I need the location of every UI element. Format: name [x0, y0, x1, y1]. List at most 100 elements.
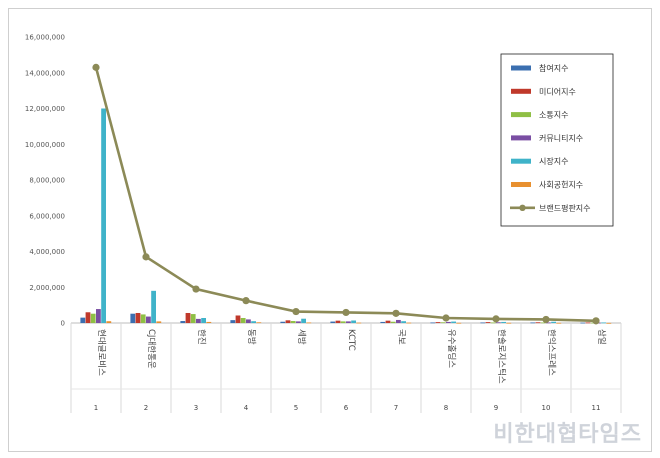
brand-index-point — [292, 307, 300, 316]
bar-1 — [580, 322, 586, 324]
brand-index-point — [242, 297, 250, 305]
bar-1 — [330, 321, 336, 323]
bar-2 — [285, 320, 291, 323]
rank-label: 3 — [194, 404, 198, 412]
rank-label: 7 — [394, 404, 398, 412]
bar-4 — [396, 319, 401, 323]
bar-5 — [301, 318, 306, 323]
legend-label: 사회공헌지수 — [539, 181, 583, 190]
bar-2 — [485, 322, 491, 323]
y-tick-label: 0 — [61, 320, 65, 328]
y-tick-label: 2,000,000 — [29, 284, 65, 292]
bar-6 — [306, 322, 312, 324]
rank-label: 1 — [94, 404, 98, 412]
bar-3 — [140, 314, 146, 323]
y-tick-label: 10,000,000 — [25, 141, 65, 149]
legend-label: 커뮤니티지수 — [539, 133, 583, 143]
brand-index-point — [442, 314, 450, 322]
category-label: CJ대한통운 — [146, 329, 156, 369]
category-label: 한솔로지스틱스 — [496, 329, 507, 384]
bar-3 — [290, 321, 296, 323]
bar-2 — [385, 320, 391, 323]
bar-2 — [585, 322, 591, 324]
bar-3 — [540, 322, 546, 324]
bar-3 — [490, 322, 496, 324]
bar-2 — [335, 320, 341, 323]
bar-1 — [380, 321, 386, 323]
rank-label: 10 — [542, 404, 551, 412]
bar-1 — [230, 320, 236, 323]
rank-label: 11 — [592, 404, 601, 412]
category-label: 삼일 — [596, 329, 607, 345]
bar-1 — [80, 317, 86, 323]
y-tick-label: 8,000,000 — [29, 177, 65, 185]
bar-6 — [356, 322, 362, 324]
bar-4 — [346, 321, 351, 323]
brand-index-point — [142, 253, 150, 261]
bar-5 — [201, 317, 206, 323]
bar-1 — [480, 322, 486, 324]
bar-5 — [101, 108, 106, 323]
legend-swatch — [511, 65, 531, 71]
bar-6 — [606, 322, 612, 324]
category-label: 한익스프레스 — [546, 329, 557, 376]
bar-4 — [446, 321, 451, 323]
bar-4 — [96, 309, 101, 323]
bar-6 — [406, 322, 412, 324]
bar-5 — [401, 321, 406, 323]
brand-index-point — [492, 315, 500, 323]
bar-5 — [251, 321, 256, 323]
rank-label: 6 — [344, 404, 349, 412]
bar-6 — [506, 322, 512, 324]
legend-label: 참여지수 — [539, 63, 568, 73]
category-label: 세방 — [296, 329, 307, 345]
category-label: 현대글로비스 — [96, 329, 106, 376]
bar-5 — [451, 321, 456, 323]
brand-index-point — [92, 63, 100, 71]
bar-1 — [130, 313, 136, 323]
bar-2 — [135, 312, 141, 323]
category-label: KCTC — [346, 329, 356, 351]
bar-3 — [190, 314, 196, 323]
bar-5 — [551, 321, 556, 323]
bar-3 — [90, 313, 96, 323]
y-tick-label: 14,000,000 — [25, 69, 65, 77]
rank-label: 9 — [494, 404, 498, 412]
legend-swatch — [511, 88, 531, 94]
category-label: 유수홀딩스 — [446, 329, 457, 368]
legend-swatch — [511, 182, 531, 187]
bar-1 — [180, 321, 186, 323]
bar-1 — [280, 321, 286, 323]
rank-label: 8 — [444, 404, 448, 412]
category-label: 동방 — [246, 329, 257, 345]
bar-5 — [601, 322, 606, 324]
bar-1 — [530, 322, 536, 324]
brand-index-point — [342, 308, 350, 317]
legend-swatch — [511, 112, 531, 118]
brand-index-point — [192, 285, 200, 293]
bar-4 — [546, 322, 551, 324]
bar-5 — [351, 320, 356, 323]
category-label: 한진 — [196, 329, 207, 345]
bar-4 — [146, 316, 151, 323]
legend-label: 미디어지수 — [539, 86, 576, 96]
bar-4 — [246, 319, 251, 323]
y-tick-label: 6,000,000 — [29, 212, 65, 220]
bar-6 — [456, 322, 462, 324]
bar-5 — [151, 290, 156, 323]
bar-6 — [156, 321, 162, 323]
bar-6 — [206, 321, 212, 323]
legend-label: 소통지수 — [539, 111, 568, 120]
rank-label: 5 — [294, 404, 298, 412]
bar-6 — [106, 321, 112, 323]
bar-4 — [296, 321, 301, 323]
category-label: 국보 — [396, 329, 406, 345]
legend-marker-swatch — [519, 204, 526, 211]
legend-swatch — [511, 158, 531, 164]
brand-index-point — [392, 309, 400, 317]
bar-2 — [235, 315, 241, 323]
legend-label: 브랜드평판지수 — [539, 203, 591, 213]
bar-3 — [340, 321, 346, 323]
bar-1 — [430, 322, 436, 324]
y-tick-label: 4,000,000 — [29, 248, 65, 256]
